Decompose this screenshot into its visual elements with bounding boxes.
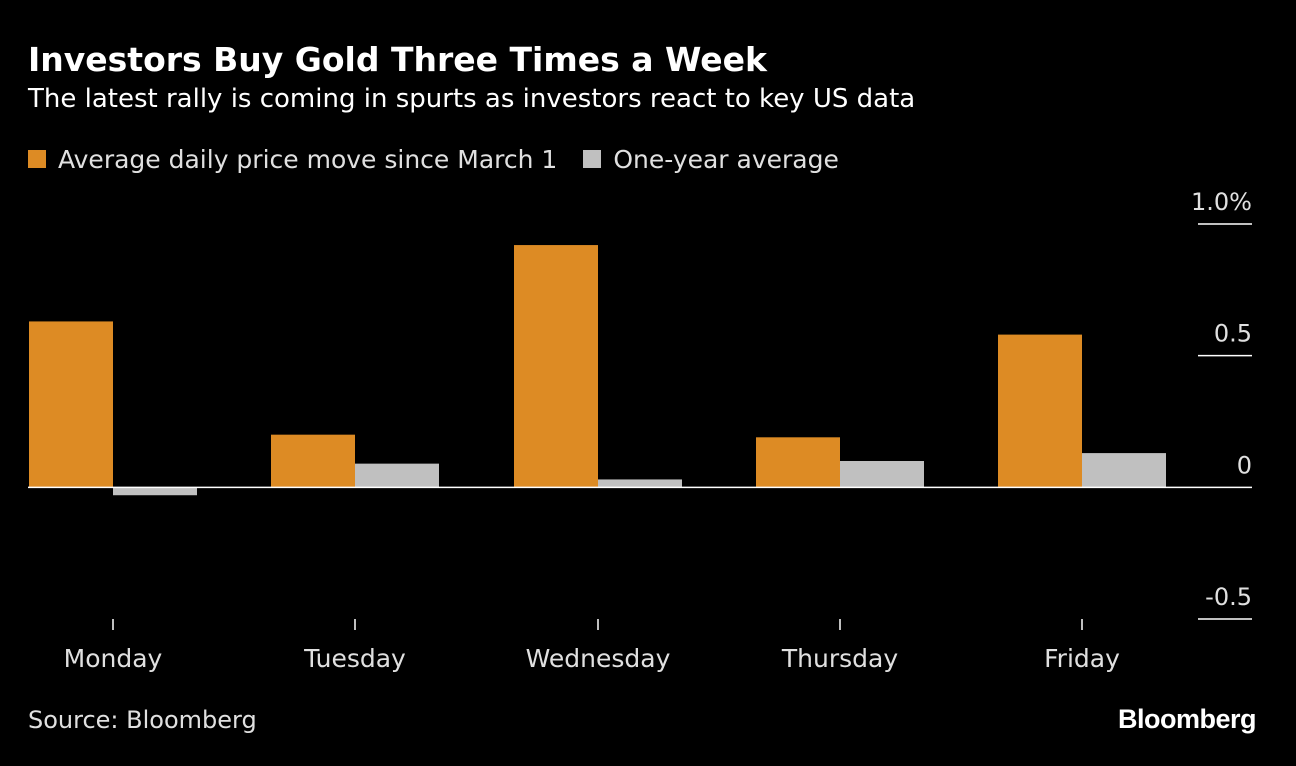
y-tick-label: 0 xyxy=(1237,451,1252,479)
bar-year-friday xyxy=(1082,453,1166,488)
legend-item-year: One-year average xyxy=(583,145,839,174)
legend-item-march: Average daily price move since March 1 xyxy=(28,145,557,174)
legend-swatch-march xyxy=(28,150,46,168)
chart-title: Investors Buy Gold Three Times a Week xyxy=(28,40,767,79)
bar-march-monday xyxy=(29,321,113,488)
bar-year-wednesday xyxy=(598,479,682,488)
legend-label-year: One-year average xyxy=(613,144,839,174)
bar-year-thursday xyxy=(840,461,924,488)
x-tick-label: Monday xyxy=(64,644,163,673)
y-tick-label: 0.5 xyxy=(1214,320,1252,348)
bar-march-tuesday xyxy=(271,434,355,488)
x-tick-label: Wednesday xyxy=(526,644,671,673)
x-tick-label: Thursday xyxy=(781,644,898,673)
y-tick-label: 1.0% xyxy=(1191,188,1252,216)
bar-year-monday xyxy=(113,487,197,496)
legend: Average daily price move since March 1 O… xyxy=(28,142,865,176)
legend-swatch-year xyxy=(583,150,602,168)
x-tick-label: Tuesday xyxy=(303,644,406,673)
bar-march-thursday xyxy=(756,437,840,488)
bar-march-wednesday xyxy=(514,245,598,488)
x-tick-label: Friday xyxy=(1044,644,1120,673)
bar-march-friday xyxy=(998,334,1082,488)
legend-label-march: Average daily price move since March 1 xyxy=(58,144,558,174)
bloomberg-logo: Bloomberg xyxy=(1117,704,1257,734)
bar-year-tuesday xyxy=(355,463,439,488)
y-tick-label: -0.5 xyxy=(1205,583,1252,611)
source-note: Source: Bloomberg xyxy=(28,706,257,734)
chart-subtitle: The latest rally is coming in spurts as … xyxy=(28,84,916,114)
